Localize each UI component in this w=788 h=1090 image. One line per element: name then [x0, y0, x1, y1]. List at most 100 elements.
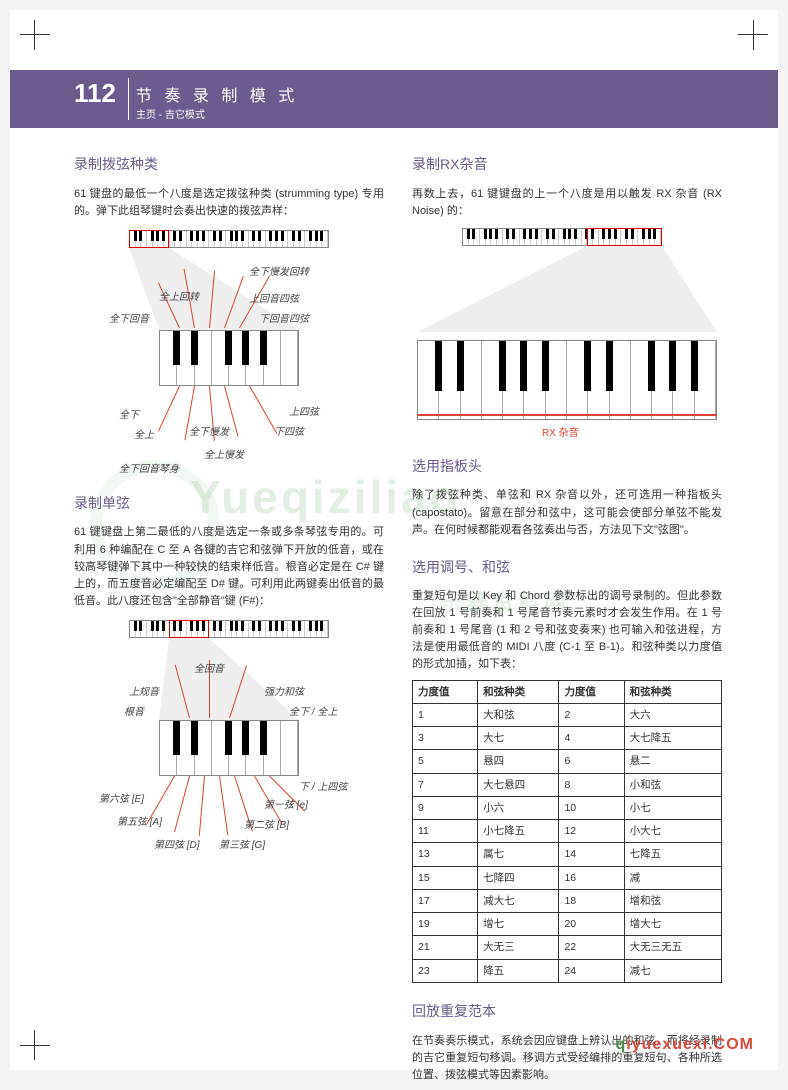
table-cell: 7 — [413, 773, 478, 796]
table-cell: 22 — [559, 936, 624, 959]
table-cell: 悬四 — [478, 750, 559, 773]
table-cell: 3 — [413, 727, 478, 750]
table-cell: 1 — [413, 703, 478, 726]
table-row: 3大七4大七降五 — [413, 727, 722, 750]
table-cell: 17 — [413, 889, 478, 912]
cone-icon — [412, 246, 722, 336]
fig-label: 全下 — [119, 408, 139, 424]
section-heading-playback: 回放重复范本 — [412, 1001, 722, 1023]
footer-rest: iyuexuexi.COM — [626, 1036, 754, 1053]
keyboard-figure-rx: RX 杂音 — [412, 228, 722, 438]
table-cell: 24 — [559, 959, 624, 982]
fig-label: 全下慢发 — [189, 425, 229, 441]
table-cell: 8 — [559, 773, 624, 796]
mini-highlight — [587, 228, 662, 246]
fig-label: 下四弦 — [274, 425, 304, 441]
table-cell: 6 — [559, 750, 624, 773]
header-breadcrumb: 主页 - 吉它模式 — [136, 106, 205, 121]
table-row: 7大七悬四8小和弦 — [413, 773, 722, 796]
table-cell: 12 — [559, 820, 624, 843]
content-columns: 录制拨弦种类 61 键盘的最低一个八度是选定拨弦种类 (strumming ty… — [74, 150, 722, 1084]
table-row: 19增七20增大七 — [413, 913, 722, 936]
table-row: 1大和弦2大六 — [413, 703, 722, 726]
header-title: 节 奏 录 制 模 式 — [136, 82, 298, 106]
table-cell: 增和弦 — [624, 889, 721, 912]
fig-label: 第六弦 [E] — [99, 792, 144, 808]
section-heading-keychord: 选用调号、和弦 — [412, 557, 722, 579]
table-cell: 大无三 — [478, 936, 559, 959]
section-heading-singlestring: 录制单弦 — [74, 493, 384, 515]
left-column: 录制拨弦种类 61 键盘的最低一个八度是选定拨弦种类 (strumming ty… — [74, 150, 384, 1084]
right-column: 录制RX杂音 再数上去，61 键键盘的上一个八度是用以触发 RX 杂音 (RX … — [412, 150, 722, 1084]
table-row: 23降五24减七 — [413, 959, 722, 982]
page-header: 112 节 奏 录 制 模 式 主页 - 吉它模式 — [10, 70, 778, 128]
crop-mark — [20, 20, 50, 50]
fig-label: 全回音 — [194, 662, 224, 678]
table-cell: 增七 — [478, 913, 559, 936]
table-cell: 七降五 — [624, 843, 721, 866]
keyboard-figure-strumming: 全下慢发回转 全上回转 上回音四弦 全下回音 下回音四弦 全下 全上 全下慢发 … — [99, 230, 359, 475]
table-cell: 悬二 — [624, 750, 721, 773]
section-heading-rxnoise: 录制RX杂音 — [412, 154, 722, 176]
fig-label: 根音 — [124, 705, 144, 721]
table-cell: 20 — [559, 913, 624, 936]
fig-label: 第一弦 [e] — [264, 798, 308, 814]
paragraph: 再数上去，61 键键盘的上一个八度是用以触发 RX 杂音 (RX Noise) … — [412, 186, 722, 220]
table-header: 力度值 — [559, 680, 624, 703]
table-cell: 13 — [413, 843, 478, 866]
fig-label: 上回音四弦 — [249, 292, 299, 308]
fig-label: 全上 — [134, 428, 154, 444]
crop-mark — [20, 1030, 50, 1060]
figure-caption: RX 杂音 — [542, 426, 579, 442]
paragraph: 61 键盘的最低一个八度是选定拨弦种类 (strumming type) 专用的… — [74, 186, 384, 220]
table-cell: 4 — [559, 727, 624, 750]
fig-label: 第三弦 [G] — [219, 838, 265, 854]
table-cell: 小七降五 — [478, 820, 559, 843]
divider — [128, 78, 129, 120]
table-cell: 大六 — [624, 703, 721, 726]
table-cell: 大七 — [478, 727, 559, 750]
table-cell: 小七 — [624, 796, 721, 819]
fig-label: 强力和弦 — [264, 685, 304, 701]
fig-label: 下回音四弦 — [259, 312, 309, 328]
fig-label: 上四弦 — [289, 405, 319, 421]
table-cell: 10 — [559, 796, 624, 819]
table-cell: 小六 — [478, 796, 559, 819]
table-cell: 小大七 — [624, 820, 721, 843]
table-cell: 减大七 — [478, 889, 559, 912]
table-cell: 大无三无五 — [624, 936, 721, 959]
table-header: 力度值 — [413, 680, 478, 703]
footer-q: q — [616, 1036, 627, 1053]
section-heading-capo: 选用指板头 — [412, 456, 722, 478]
table-cell: 大七降五 — [624, 727, 721, 750]
table-row: 15七降四16减 — [413, 866, 722, 889]
fig-label: 全下 / 全上 — [289, 705, 337, 721]
fig-label: 全下回音 — [109, 312, 149, 328]
fig-label: 第二弦 [B] — [244, 818, 289, 834]
table-row: 11小七降五12小大七 — [413, 820, 722, 843]
table-cell: 七降四 — [478, 866, 559, 889]
table-cell: 减七 — [624, 959, 721, 982]
table-cell: 9 — [413, 796, 478, 819]
table-cell: 15 — [413, 866, 478, 889]
footer-watermark-url: qiyuexuexi.COM — [616, 1036, 754, 1054]
keyboard-figure-singlestring: 全回音 上规音 强力和弦 根音 全下 / 全上 第六弦 [E] 第五弦 [A] … — [99, 620, 359, 850]
velocity-chord-table: 力度值和弦种类力度值和弦种类 1大和弦2大六3大七4大七降五5悬四6悬二7大七悬… — [412, 680, 722, 983]
table-cell: 小和弦 — [624, 773, 721, 796]
table-row: 13属七14七降五 — [413, 843, 722, 866]
fig-label: 第四弦 [D] — [154, 838, 200, 854]
table-cell: 2 — [559, 703, 624, 726]
table-cell: 大和弦 — [478, 703, 559, 726]
table-cell: 23 — [413, 959, 478, 982]
table-cell: 5 — [413, 750, 478, 773]
table-header: 和弦种类 — [624, 680, 721, 703]
fig-label: 全下慢发回转 — [249, 265, 309, 281]
table-row: 9小六10小七 — [413, 796, 722, 819]
table-cell: 大七悬四 — [478, 773, 559, 796]
crop-mark — [738, 20, 768, 50]
fig-label: 第五弦 [A] — [117, 815, 162, 831]
fig-label: 全上慢发 — [204, 448, 244, 464]
section-heading-strumming: 录制拨弦种类 — [74, 154, 384, 176]
table-header: 和弦种类 — [478, 680, 559, 703]
mini-highlight — [169, 620, 209, 638]
